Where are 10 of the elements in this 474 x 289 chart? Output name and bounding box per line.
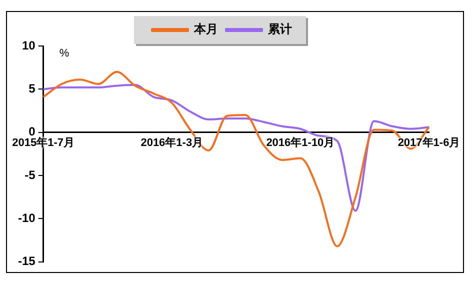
x-tick-label: 2016年1-10月 xyxy=(266,137,335,150)
y-tick-label: 10 xyxy=(22,38,36,52)
legend-label: 累计 xyxy=(267,22,292,36)
y-tick-label: 0 xyxy=(28,124,36,139)
y-tick-label: 5 xyxy=(28,81,36,96)
legend-label: 本月 xyxy=(193,22,218,36)
y-tick-label: -15 xyxy=(18,254,36,268)
y-axis-title: % xyxy=(59,48,70,60)
y-tick-label: -10 xyxy=(18,210,36,225)
y-tick-label: -5 xyxy=(24,168,36,182)
